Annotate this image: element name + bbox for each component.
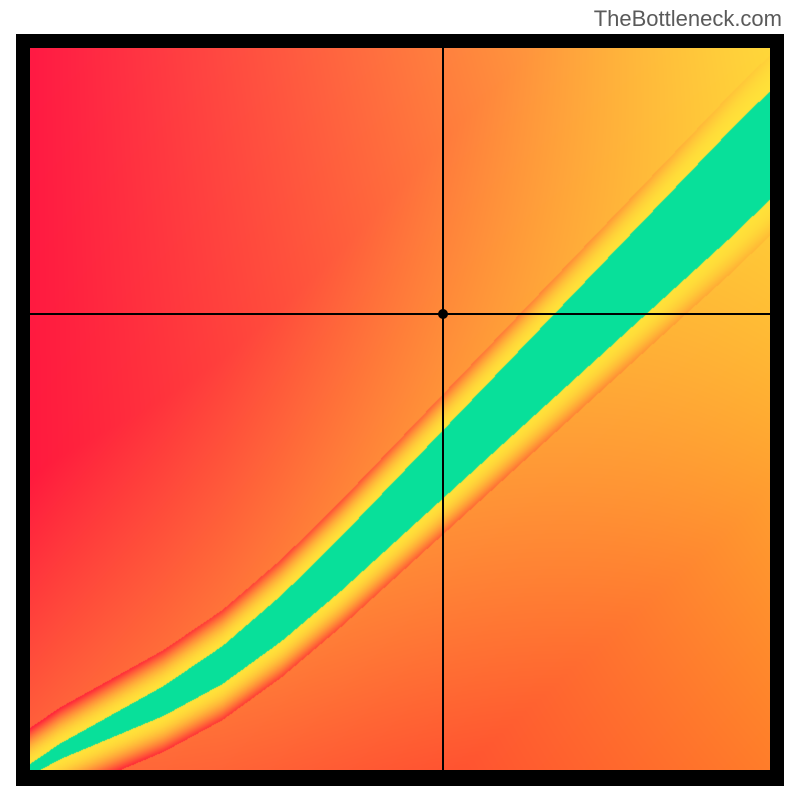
crosshair-dot — [438, 309, 448, 319]
figure-container: TheBottleneck.com — [0, 0, 800, 800]
plot-area — [30, 48, 770, 770]
crosshair-horizontal — [30, 313, 770, 315]
heatmap-canvas — [30, 48, 770, 770]
plot-outer-frame — [16, 34, 784, 786]
crosshair-vertical — [442, 48, 444, 770]
attribution-text: TheBottleneck.com — [594, 6, 782, 32]
